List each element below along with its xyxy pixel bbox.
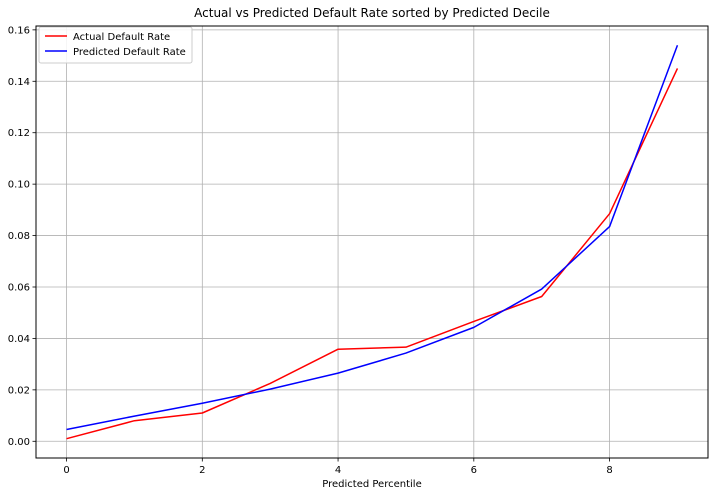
legend-label-actual: Actual Default Rate [73, 32, 170, 43]
series-line-predicted [66, 45, 679, 431]
legend-box [38, 26, 193, 64]
y-tick-label: 0.04 [8, 334, 30, 345]
y-tick-label: 0.00 [8, 437, 30, 448]
y-tick-label: 0.02 [8, 385, 30, 396]
chart-title: Actual vs Predicted Default Rate sorted … [194, 6, 550, 20]
x-tick-label: 6 [471, 465, 477, 476]
grid-lines [36, 26, 708, 458]
y-tick-label: 0.10 [8, 180, 30, 191]
y-tick-label: 0.08 [8, 231, 30, 242]
x-axis-label: Predicted Percentile [322, 479, 421, 490]
y-tick-label: 0.16 [8, 25, 30, 36]
x-tick-label: 0 [63, 465, 69, 476]
axis-ticks: 0 2 4 6 8 0.00 0.02 0.04 0.06 0.08 0.10 0.12 0.14 0.1… [8, 25, 613, 476]
y-tick-label: 0.14 [8, 77, 30, 88]
x-tick-label: 4 [335, 465, 341, 476]
plot-frame [35, 25, 709, 459]
series-lines [66, 45, 679, 440]
y-tick-label: 0.06 [8, 283, 30, 294]
legend-label-predicted: Predicted Default Rate [73, 47, 186, 58]
x-tick-label: 8 [606, 465, 612, 476]
x-tick-label: 2 [199, 465, 205, 476]
series-line-actual [66, 68, 679, 440]
legend: Actual Default Rate Predicted Default Ra… [38, 26, 193, 64]
y-tick-label: 0.12 [8, 128, 30, 139]
